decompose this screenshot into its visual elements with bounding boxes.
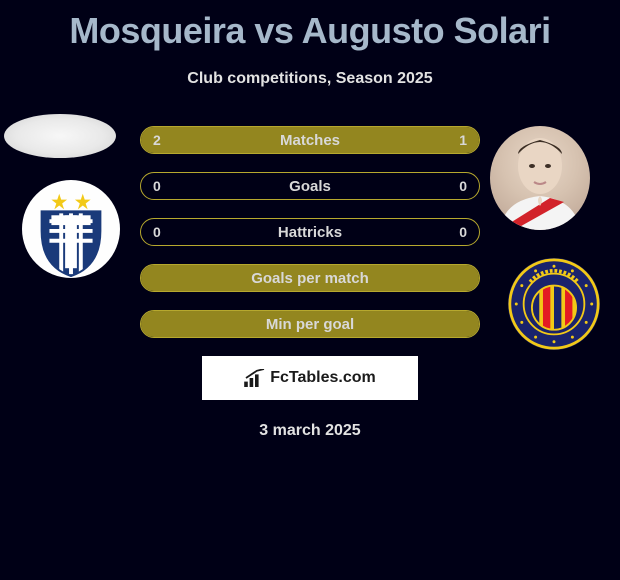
watermark-text: FcTables.com <box>270 369 376 387</box>
stat-right-value: 0 <box>459 178 467 194</box>
stat-row: Goals per match <box>140 264 480 292</box>
stat-row: Min per goal <box>140 310 480 338</box>
stat-label: Goals per match <box>251 270 369 287</box>
stat-row: 0 0 Hattricks <box>140 218 480 246</box>
date-label: 3 march 2025 <box>0 422 620 440</box>
page-title: Mosqueira vs Augusto Solari <box>0 0 620 52</box>
page-subtitle: Club competitions, Season 2025 <box>0 70 620 88</box>
stat-label: Matches <box>280 132 340 149</box>
stats-block: 2 1 Matches 0 0 Goals 0 0 Hattricks Goals per mat… <box>0 126 620 338</box>
stat-left-value: 2 <box>153 132 161 148</box>
watermark: FcTables.com <box>202 356 418 400</box>
stat-label: Hattricks <box>278 224 342 241</box>
stat-right-value: 1 <box>459 132 467 148</box>
stat-left-value: 0 <box>153 224 161 240</box>
stat-row: 0 0 Goals <box>140 172 480 200</box>
stat-label: Goals <box>289 178 331 195</box>
stat-label: Min per goal <box>266 316 354 333</box>
stat-row: 2 1 Matches <box>140 126 480 154</box>
stat-right-value: 0 <box>459 224 467 240</box>
chart-icon <box>244 369 266 387</box>
stat-left-value: 0 <box>153 178 161 194</box>
